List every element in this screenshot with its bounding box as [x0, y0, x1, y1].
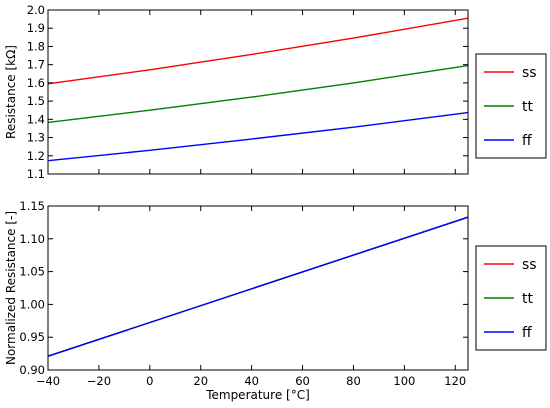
panel2-x-axis-label: Temperature [°C]	[205, 388, 310, 402]
panel2-y-tick-label: 1.10	[19, 232, 45, 246]
panel1-y-tick-label: 1.9	[27, 21, 45, 35]
panel2-x-tick-label: −40	[36, 374, 60, 388]
panel1-y-tick-label: 1.4	[27, 112, 45, 126]
panel2-x-tick-label: 40	[244, 374, 259, 388]
panel2-y-tick-label: 1.05	[19, 265, 45, 279]
panel1-y-tick-label: 1.2	[27, 149, 45, 163]
panel2-x-tick-label: 60	[295, 374, 310, 388]
panel2-legend-label-ff: ff	[522, 325, 532, 341]
panel2-series-line-ff	[47, 216, 469, 357]
panel1-legend-label-tt: tt	[522, 99, 533, 115]
panel2-x-tick-label: 80	[346, 374, 361, 388]
panel2-x-tick-label: 0	[146, 374, 153, 388]
panel2-axes-frame	[47, 205, 469, 371]
panel1-y-tick-label: 1.5	[27, 94, 45, 108]
panel1-y-tick-label: 1.1	[27, 167, 45, 181]
panel2-y-tick-label: 0.90	[19, 363, 45, 377]
panel1-y-axis-label: Resistance [kΩ]	[4, 45, 18, 139]
panel2-x-tick-label: −20	[87, 374, 111, 388]
panel2-x-tick-label: 100	[393, 374, 415, 388]
panel2-legend-label-tt: tt	[522, 291, 533, 307]
panel1-y-tick-label: 2.0	[27, 3, 45, 17]
panel2-y-tick-label: 0.95	[19, 330, 45, 344]
panel2-y-tick-label: 1.15	[19, 199, 45, 213]
panel1-series-line-tt	[47, 64, 469, 124]
panel2-legend-label-ss: ss	[522, 257, 537, 273]
panel2-x-tick-label: 120	[444, 374, 466, 388]
panel2-x-tick-label: 20	[193, 374, 208, 388]
panel1-legend-label-ss: ss	[522, 65, 537, 81]
panel1-y-tick-label: 1.8	[27, 39, 45, 53]
panel2-y-tick-label: 1.00	[19, 297, 45, 311]
panel1-series-line-ff	[47, 111, 469, 162]
panel2-y-axis-label: Normalized Resistance [-]	[4, 211, 18, 365]
panel1-legend-label-ff: ff	[522, 133, 532, 149]
panel1-y-tick-label: 1.6	[27, 76, 45, 90]
panel1-y-tick-label: 1.3	[27, 131, 45, 145]
panel1-y-tick-label: 1.7	[27, 58, 45, 72]
panel1-series-line-ss	[47, 17, 469, 85]
panel1-axes-frame	[47, 9, 469, 175]
